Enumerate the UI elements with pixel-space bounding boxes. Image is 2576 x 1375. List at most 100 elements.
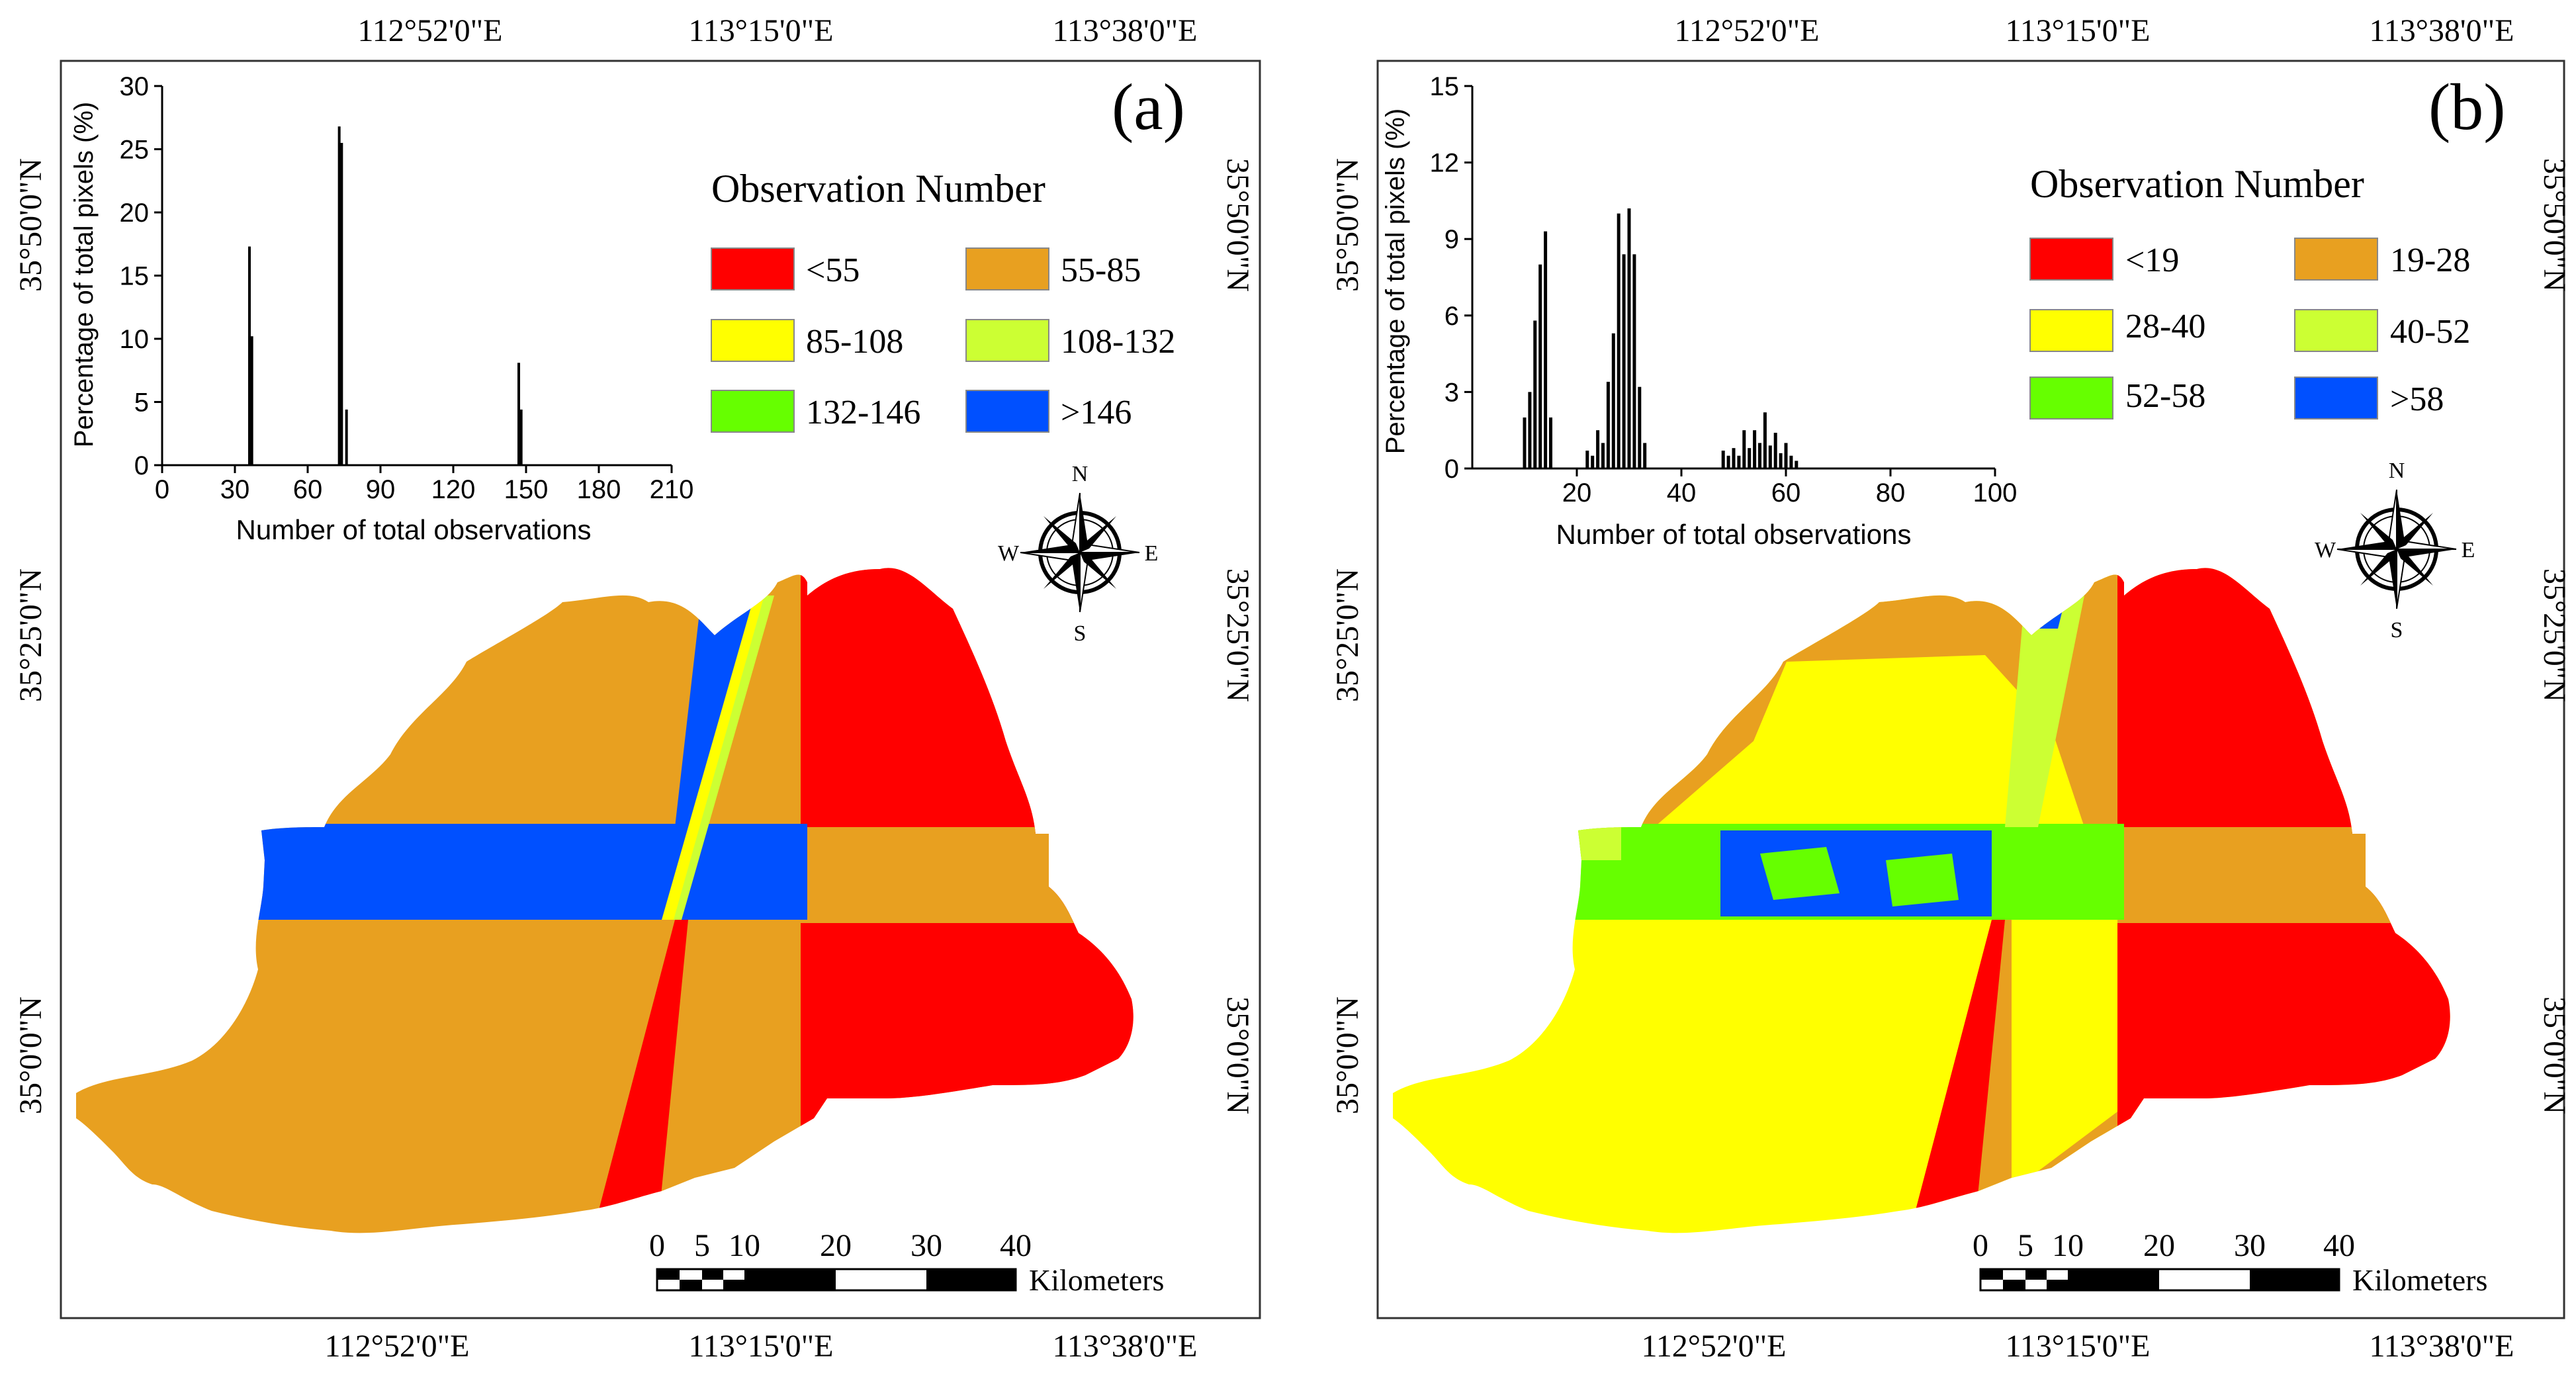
- histogram-bar: [1533, 320, 1537, 468]
- y-tick-label: 25: [120, 136, 150, 165]
- panel-label: (a): [1112, 70, 1185, 144]
- compass-n: N: [1072, 462, 1088, 486]
- scale-tick: 5: [2018, 1228, 2033, 1263]
- legend: Observation Number <19 19-28 28-40 40-52…: [2029, 162, 2470, 420]
- y-tick-label: 6: [1444, 302, 1459, 331]
- coord-bottom: 113°38'0"E: [2370, 1329, 2514, 1364]
- legend-swatch: [2029, 377, 2113, 420]
- legend-swatch: [2294, 238, 2378, 281]
- histogram-bar: [1601, 443, 1605, 468]
- coord-bottom: 113°15'0"E: [2006, 1329, 2151, 1364]
- legend-swatch: [2029, 238, 2113, 281]
- coord-bottom: 112°52'0"E: [1642, 1329, 1787, 1364]
- legend-swatch: [2029, 309, 2113, 352]
- histogram-bar: [1622, 254, 1626, 468]
- histogram-bar: [1795, 461, 1799, 468]
- histogram-bar: [1768, 445, 1772, 468]
- x-tick-label: 60: [293, 475, 323, 504]
- histogram-bar: [1585, 451, 1589, 468]
- coord-top: 113°15'0"E: [2006, 13, 2151, 48]
- compass-s: S: [1074, 621, 1087, 646]
- region-40-52-diag: [2005, 596, 2084, 827]
- x-tick-label: 0: [155, 475, 169, 504]
- panel-label: (b): [2428, 70, 2506, 144]
- histogram-bar: [1742, 430, 1746, 468]
- histogram-bar: [1753, 430, 1757, 468]
- scale-unit: Kilometers: [2352, 1263, 2487, 1297]
- coord-left: 35°0'0"N: [13, 997, 48, 1114]
- scale-tick: 40: [1000, 1228, 1032, 1263]
- scale-bar: 0 5 10 20 30 40 Kilometers: [649, 1228, 1164, 1297]
- y-tick-label: 10: [120, 325, 150, 354]
- legend-label: 108-132: [1061, 323, 1175, 361]
- y-tick-label: 3: [1444, 378, 1459, 407]
- legend-title: Observation Number: [2030, 162, 2364, 206]
- compass-rose-icon: N S E W: [2315, 459, 2475, 643]
- x-tick-label: 20: [1562, 478, 1592, 508]
- y-tick-label: 20: [120, 199, 150, 228]
- x-tick-label: 80: [1876, 478, 1906, 508]
- histogram-bar: [519, 409, 523, 465]
- histogram-bar: [1726, 455, 1730, 468]
- panel-b: 112°52'0"E 113°15'0"E 113°38'0"E 112°52'…: [1330, 13, 2572, 1364]
- histogram-bar: [1789, 455, 1793, 468]
- histogram-bar: [1784, 443, 1788, 468]
- histogram-bar: [1606, 381, 1610, 468]
- histogram-bar: [1773, 433, 1777, 468]
- y-tick-label: 12: [1430, 149, 1460, 178]
- legend: Observation Number <55 55-85 85-108 108-…: [711, 167, 1175, 433]
- legend-label: 40-52: [2390, 313, 2470, 351]
- legend-swatch: [711, 390, 795, 433]
- histogram-bar: [1617, 213, 1621, 468]
- compass-n: N: [2389, 459, 2405, 483]
- histogram-bar: [1732, 448, 1736, 468]
- y-tick-label: 0: [134, 451, 149, 480]
- y-tick-label: 5: [134, 388, 149, 418]
- histogram-bar: [1758, 443, 1761, 468]
- scale-tick: 5: [694, 1228, 710, 1263]
- histogram-bar: [248, 246, 251, 465]
- histogram-bar: [1748, 448, 1752, 468]
- histogram-bar: [1643, 443, 1647, 468]
- x-tick-label: 210: [650, 475, 694, 504]
- legend-swatch: [711, 319, 795, 362]
- histogram-b: 0 3 6 9 12 15 20 40 60 80 100 Number of total obs…: [1381, 72, 2017, 550]
- y-axis-label: Percentage of total pixels (%): [1381, 109, 1410, 454]
- y-tick-label: 0: [1444, 455, 1459, 484]
- coord-right: 35°50'0"N: [2537, 158, 2572, 292]
- coord-left: 35°50'0"N: [1330, 158, 1365, 292]
- y-tick-label: 30: [120, 72, 150, 101]
- coord-top: 113°15'0"E: [689, 13, 834, 48]
- scale-tick: 30: [2234, 1228, 2266, 1263]
- y-tick-label: 15: [120, 262, 150, 291]
- x-tick-label: 120: [431, 475, 476, 504]
- histogram-bar: [250, 336, 253, 465]
- y-tick-label: 9: [1444, 225, 1459, 254]
- panel-a: 112°52'0"E 113°15'0"E 113°38'0"E 112°52'…: [13, 13, 1261, 1364]
- histogram-bar: [1538, 264, 1542, 468]
- compass-w: W: [2315, 538, 2336, 562]
- histogram-bar: [1591, 455, 1595, 468]
- legend-swatch: [965, 390, 1049, 433]
- x-tick-label: 60: [1771, 478, 1801, 508]
- scale-bar: 0 5 10 20 30 40 Kilometers: [1973, 1228, 2487, 1297]
- x-tick-label: 180: [577, 475, 621, 504]
- x-axis-label: Number of total observations: [236, 514, 592, 545]
- legend-label: <19: [2125, 242, 2179, 279]
- region-gt58-top: [2025, 602, 2065, 629]
- histogram-bar: [1721, 451, 1725, 468]
- histogram-bar: [1737, 455, 1741, 468]
- coord-left: 35°0'0"N: [1330, 997, 1365, 1114]
- coord-top: 113°38'0"E: [2370, 13, 2514, 48]
- coord-right: 35°0'0"N: [1220, 997, 1255, 1114]
- region-diag-yellow: [662, 596, 768, 920]
- coord-right: 35°25'0"N: [2537, 568, 2572, 702]
- y-tick-label: 15: [1430, 72, 1460, 101]
- histogram-bar: [1763, 412, 1767, 468]
- histogram-bar: [517, 363, 520, 465]
- x-tick-label: 150: [504, 475, 549, 504]
- histogram-bar: [1544, 231, 1548, 468]
- x-axis-label: Number of total observations: [1556, 519, 1912, 550]
- compass-e: E: [1145, 541, 1159, 566]
